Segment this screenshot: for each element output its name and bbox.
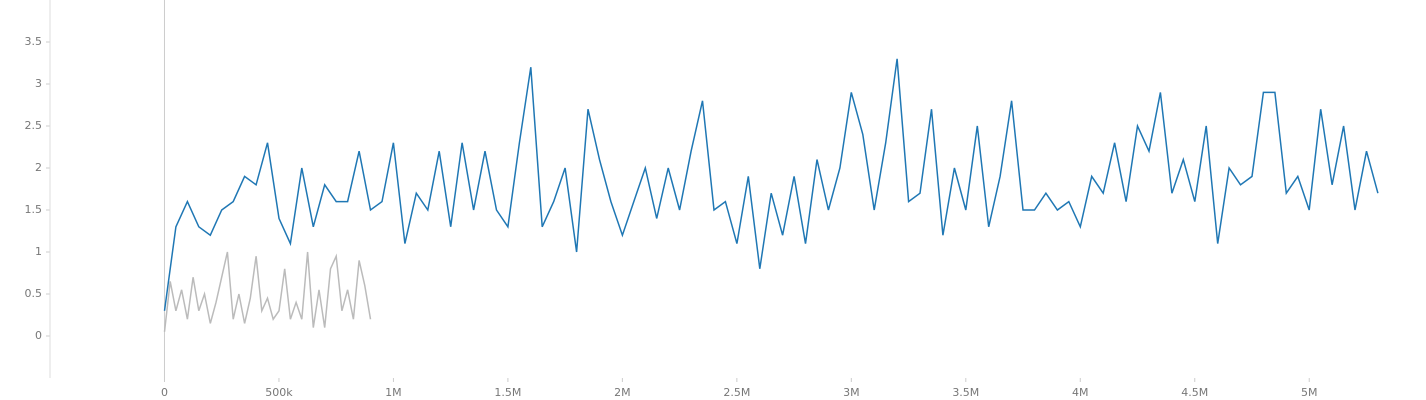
x-tick-label: 0 — [161, 386, 168, 399]
x-tick-label: 5M — [1301, 386, 1318, 399]
x-tick-label: 3.5M — [952, 386, 979, 399]
x-tick-label: 3M — [843, 386, 860, 399]
y-tick-label: 3.5 — [25, 35, 43, 48]
series-line — [163, 251, 372, 332]
y-tick-label: 1 — [35, 245, 42, 258]
series-line — [163, 58, 1379, 311]
y-tick-label: 1.5 — [25, 203, 43, 216]
x-tick-label: 4.5M — [1181, 386, 1208, 399]
x-tick-label: 2.5M — [723, 386, 750, 399]
y-tick-label: 3 — [35, 77, 42, 90]
x-tick-label: 500k — [265, 386, 293, 399]
x-tick-label: 2M — [614, 386, 631, 399]
y-tick-label: 0.5 — [25, 287, 43, 300]
y-tick-label: 2 — [35, 161, 42, 174]
x-tick-label: 1.5M — [494, 386, 521, 399]
y-tick-label: 2.5 — [25, 119, 43, 132]
x-tick-label: 1M — [385, 386, 402, 399]
x-tick-label: 4M — [1072, 386, 1089, 399]
y-tick-label: 0 — [35, 329, 42, 342]
